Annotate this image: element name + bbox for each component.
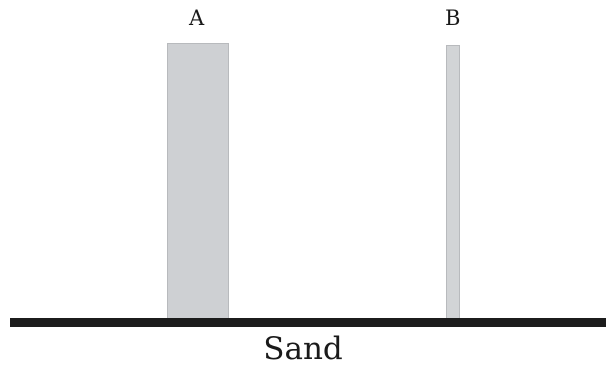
sand-surface-line xyxy=(10,318,606,327)
sand-label: Sand xyxy=(263,331,343,367)
block-b xyxy=(446,45,460,319)
block-a-label: A xyxy=(189,6,205,30)
block-b-label: B xyxy=(445,6,461,30)
block-a xyxy=(167,43,229,319)
